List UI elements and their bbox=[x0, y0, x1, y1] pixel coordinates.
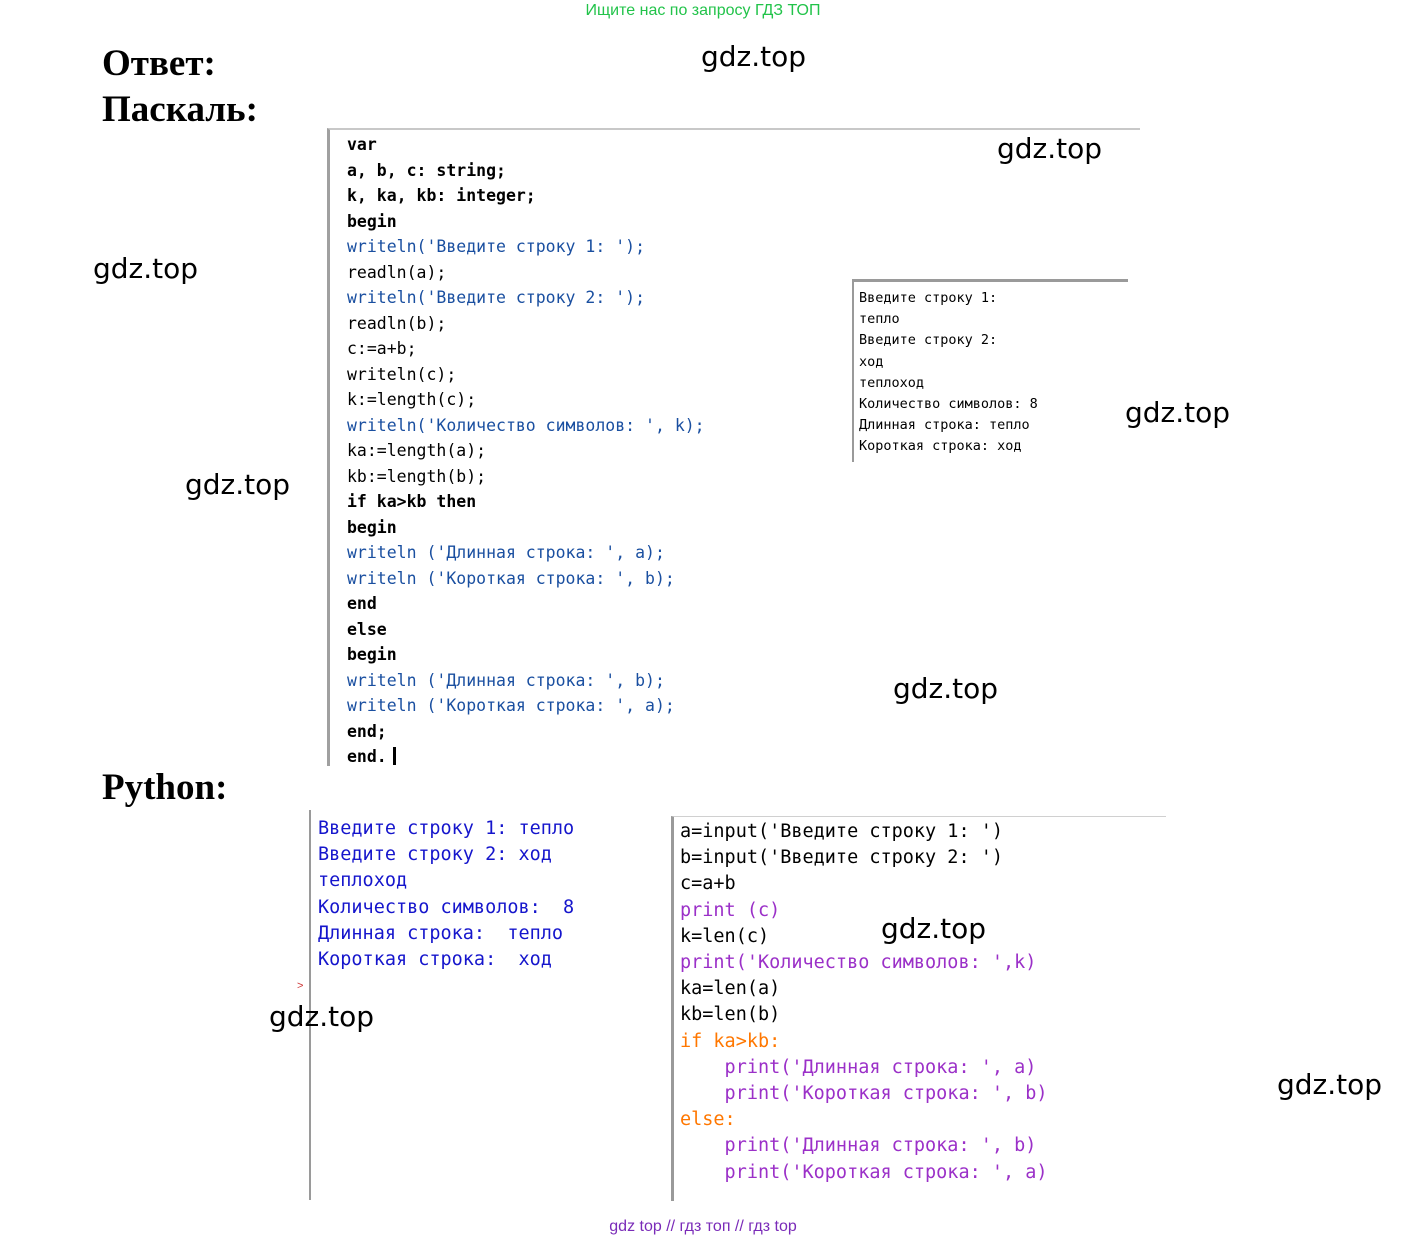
pascal-code-line: writeln('Количество символов: ', k); bbox=[347, 415, 705, 435]
pascal-code-line: writeln ('Длинная строка: ', a); bbox=[347, 543, 665, 562]
python-code-line: c=a+b bbox=[680, 873, 736, 895]
pascal-code: var a, b, c: string; k, ka, kb: integer;… bbox=[347, 132, 705, 770]
watermark: gdz.top bbox=[1125, 396, 1231, 429]
pascal-output: Введите строку 1: тепло Введите строку 2… bbox=[859, 288, 1038, 458]
python-code-line: print (c) bbox=[680, 899, 781, 921]
python-code-line: print('Короткая строка: ', a) bbox=[680, 1161, 1048, 1183]
python-shell-line: теплоход bbox=[318, 870, 408, 892]
pascal-code-line: begin bbox=[347, 517, 397, 537]
python-code-line: print('Количество символов: ',k) bbox=[680, 952, 1037, 974]
pascal-code-line: readln(a); bbox=[347, 262, 447, 282]
python-code: a=input('Введите строку 1: ') b=input('В… bbox=[680, 819, 1048, 1186]
python-code-line: print('Длинная строка: ', a) bbox=[680, 1056, 1037, 1078]
pascal-code-line: end; bbox=[347, 721, 387, 741]
python-code-line: b=input('Введите строку 2: ') bbox=[680, 847, 1004, 869]
pascal-code-line: readln(b); bbox=[347, 313, 447, 333]
pascal-output-line: ход bbox=[859, 353, 884, 370]
shell-prompt-icon: > bbox=[297, 980, 304, 992]
python-shell-line: Введите строку 2: ход bbox=[318, 844, 552, 866]
pascal-code-line: if ka>kb then bbox=[347, 492, 477, 511]
pascal-code-line: kb:=length(b); bbox=[347, 466, 487, 486]
pascal-output-window: Введите строку 1: тепло Введите строку 2… bbox=[852, 279, 1128, 462]
pascal-output-line: Длинная строка: тепло bbox=[859, 417, 1030, 434]
python-code-line: if ka>kb: bbox=[680, 1030, 781, 1052]
python-code-line: ka=len(a) bbox=[680, 978, 781, 1000]
pascal-code-line: else bbox=[347, 619, 387, 639]
python-code-line: print('Короткая строка: ', b) bbox=[680, 1083, 1048, 1105]
answer-heading: Ответ: bbox=[102, 43, 216, 84]
pascal-code-line: writeln ('Длинная строка: ', b); bbox=[347, 670, 665, 690]
python-shell-window[interactable]: Введите строку 1: тепло Введите строку 2… bbox=[297, 810, 673, 1200]
python-shell-line: Короткая строка: ход bbox=[318, 949, 552, 971]
pascal-output-line: Количество символов: 8 bbox=[859, 396, 1038, 413]
python-shell-line: Введите строку 1: тепло bbox=[318, 818, 575, 839]
pascal-output-line: теплоход bbox=[859, 374, 925, 391]
pascal-code-line: k:=length(c); bbox=[347, 390, 477, 409]
pascal-code-line: writeln ('Короткая строка: ', a); bbox=[347, 696, 675, 715]
watermark: gdz.top bbox=[893, 672, 999, 705]
pascal-output-line: Введите строку 1: bbox=[859, 290, 998, 306]
pascal-code-line: c:=a+b; bbox=[347, 339, 417, 358]
footer-links: gdz top // гдз топ // гдз top bbox=[609, 1218, 797, 1235]
top-banner: Ищите нас по запросу ГДЗ ТОП bbox=[585, 2, 821, 19]
pascal-output-line: тепло bbox=[859, 311, 900, 328]
pascal-code-line: begin bbox=[347, 645, 397, 664]
pascal-output-line: Введите строку 2: bbox=[859, 332, 998, 349]
python-shell-line: Количество символов: 8 bbox=[318, 896, 575, 918]
watermark: gdz.top bbox=[701, 40, 807, 73]
text-cursor bbox=[392, 747, 396, 765]
python-shell-output: Введите строку 1: тепло Введите строку 2… bbox=[318, 816, 574, 973]
pascal-code-line: writeln('Введите строку 1: '); bbox=[347, 237, 646, 256]
watermark: gdz.top bbox=[997, 132, 1103, 165]
python-code-line: k=len(c) bbox=[680, 925, 770, 947]
pascal-code-line: writeln(c); bbox=[347, 364, 457, 384]
pascal-output-line: Короткая строка: ход bbox=[859, 438, 1022, 455]
watermark: gdz.top bbox=[185, 468, 291, 501]
watermark: gdz.top bbox=[1277, 1068, 1383, 1101]
pascal-code-line: begin bbox=[347, 211, 397, 231]
pascal-heading: Паскаль: bbox=[102, 89, 258, 130]
pascal-code-line: k, ka, kb: integer; bbox=[347, 186, 536, 205]
python-shell-line: Длинная строка: тепло bbox=[318, 922, 564, 944]
pascal-code-line: end bbox=[347, 594, 377, 613]
watermark: gdz.top bbox=[269, 1000, 375, 1033]
pascal-code-line: var bbox=[347, 135, 377, 154]
pascal-code-line: writeln('Введите строку 2: '); bbox=[347, 288, 646, 307]
python-code-line: a=input('Введите строку 1: ') bbox=[680, 821, 1004, 842]
pascal-code-line: writeln ('Короткая строка: ', b); bbox=[347, 568, 675, 588]
python-code-line: print('Длинная строка: ', b) bbox=[680, 1135, 1037, 1157]
watermark: gdz.top bbox=[881, 912, 987, 945]
python-heading: Python: bbox=[102, 767, 228, 808]
pascal-code-line: a, b, c: string; bbox=[347, 160, 506, 180]
python-code-line: else: bbox=[680, 1109, 736, 1131]
watermark: gdz.top bbox=[93, 252, 199, 285]
pascal-code-line: end. bbox=[347, 747, 387, 766]
pascal-code-line: ka:=length(a); bbox=[347, 441, 487, 460]
python-code-line: kb=len(b) bbox=[680, 1004, 781, 1026]
python-code-editor[interactable]: a=input('Введите строку 1: ') b=input('В… bbox=[671, 816, 1166, 1201]
